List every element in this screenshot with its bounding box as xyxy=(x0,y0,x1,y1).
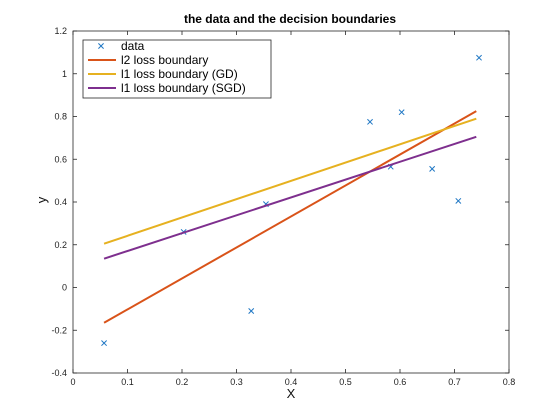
x-tick-label: 0.1 xyxy=(121,377,134,387)
data-point xyxy=(398,109,405,116)
chart-title: the data and the decision boundaries xyxy=(184,12,396,26)
y-tick-label: 1.2 xyxy=(54,26,67,36)
series-line-1 xyxy=(103,110,477,324)
data-point xyxy=(248,308,255,314)
legend-item: l1 loss boundary (SGD) xyxy=(88,81,246,95)
x-tick-label: 0.2 xyxy=(176,377,189,387)
x-tick-label: 0.6 xyxy=(394,377,407,387)
x-axis: 0 0.1 0.2 0.3 0.4 0.5 0.6 0.7 0.8 xyxy=(70,31,515,387)
x-tick-label: 0.8 xyxy=(503,377,516,387)
x-tick-label: 0.5 xyxy=(339,377,352,387)
series-layer xyxy=(101,54,482,347)
legend-label: l1 loss boundary (GD) xyxy=(121,67,238,81)
x-tick-label: 0 xyxy=(70,377,75,387)
legend-item: l2 loss boundary xyxy=(88,53,208,67)
x-tick-label: 0.3 xyxy=(230,377,243,387)
series-line-2 xyxy=(103,117,477,245)
x-axis-label: X xyxy=(287,386,296,401)
y-tick-label: -0.2 xyxy=(51,325,67,335)
y-tick-label: 0 xyxy=(62,283,67,293)
x-tick-label: 0.7 xyxy=(448,377,461,387)
data-point xyxy=(455,197,462,204)
legend-label: data xyxy=(121,39,145,53)
y-tick-label: 0.2 xyxy=(54,240,67,250)
legend-item: data xyxy=(98,39,145,53)
legend-label: l2 loss boundary xyxy=(121,53,208,67)
y-tick-label: 0.8 xyxy=(54,112,67,122)
y-axis-label: y xyxy=(34,196,49,203)
legend-marker xyxy=(98,43,104,49)
y-tick-label: 1 xyxy=(62,69,67,79)
data-point xyxy=(101,340,108,347)
y-tick-label: 0.4 xyxy=(54,197,67,207)
data-point xyxy=(429,165,436,172)
y-tick-label: -0.4 xyxy=(51,368,67,378)
x-tick-label: 0.4 xyxy=(285,377,298,387)
y-tick-label: 0.6 xyxy=(54,154,67,164)
legend-label: l1 loss boundary (SGD) xyxy=(121,81,246,95)
series-line-3 xyxy=(103,135,477,260)
y-axis: -0.4 -0.2 0 0.2 0.4 0.6 0.8 1 1.2 xyxy=(51,26,509,378)
data-point xyxy=(476,54,482,61)
legend-item: l1 loss boundary (GD) xyxy=(88,67,238,81)
data-point xyxy=(367,118,373,125)
